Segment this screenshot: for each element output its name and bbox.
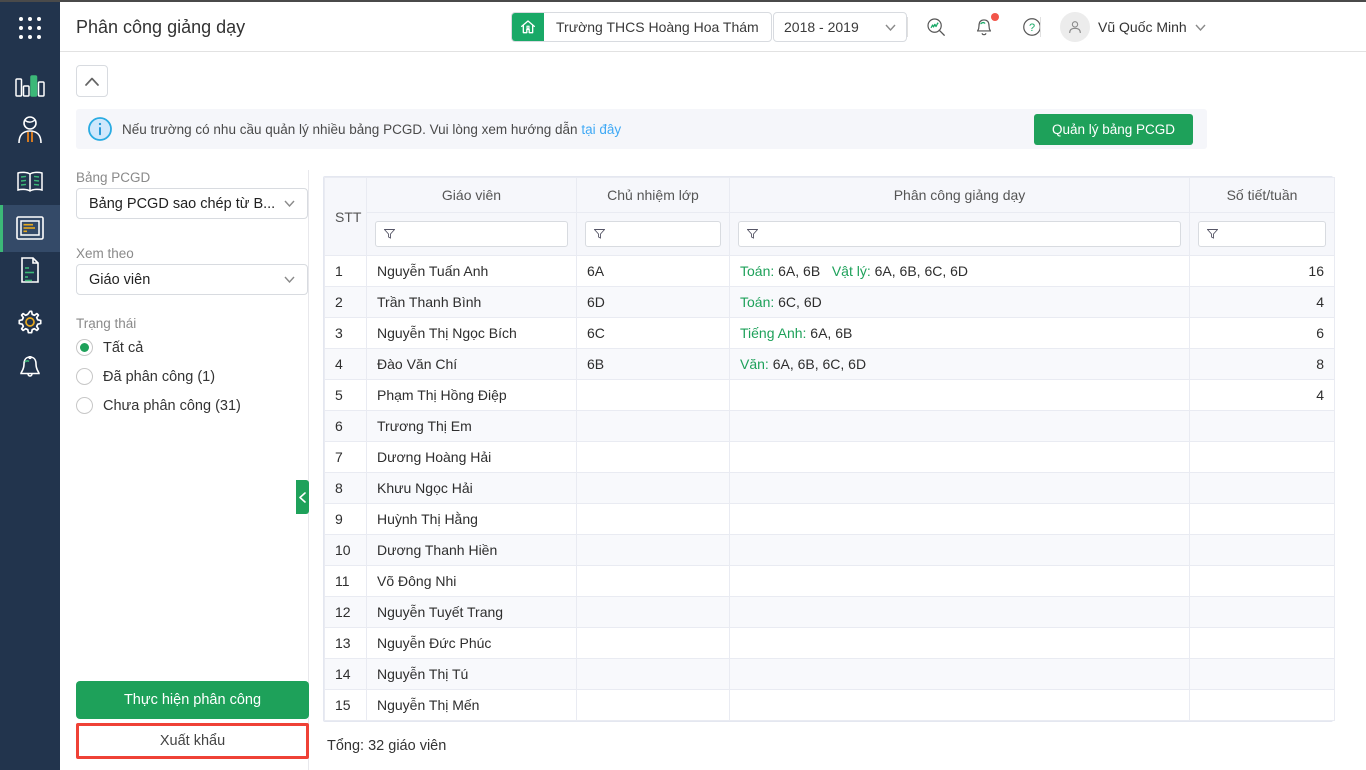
svg-text:?: ? <box>1029 22 1035 34</box>
